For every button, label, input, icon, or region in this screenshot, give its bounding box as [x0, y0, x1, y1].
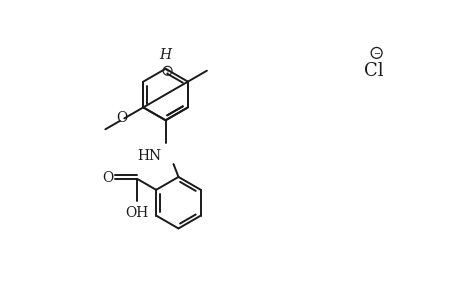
Text: HN: HN	[137, 149, 162, 163]
Text: O: O	[101, 171, 113, 185]
Text: −: −	[372, 50, 379, 58]
Text: H: H	[159, 48, 171, 62]
Text: OH: OH	[125, 206, 149, 220]
Text: Cl: Cl	[363, 62, 383, 80]
Text: O: O	[117, 111, 128, 125]
Text: +: +	[164, 68, 170, 74]
